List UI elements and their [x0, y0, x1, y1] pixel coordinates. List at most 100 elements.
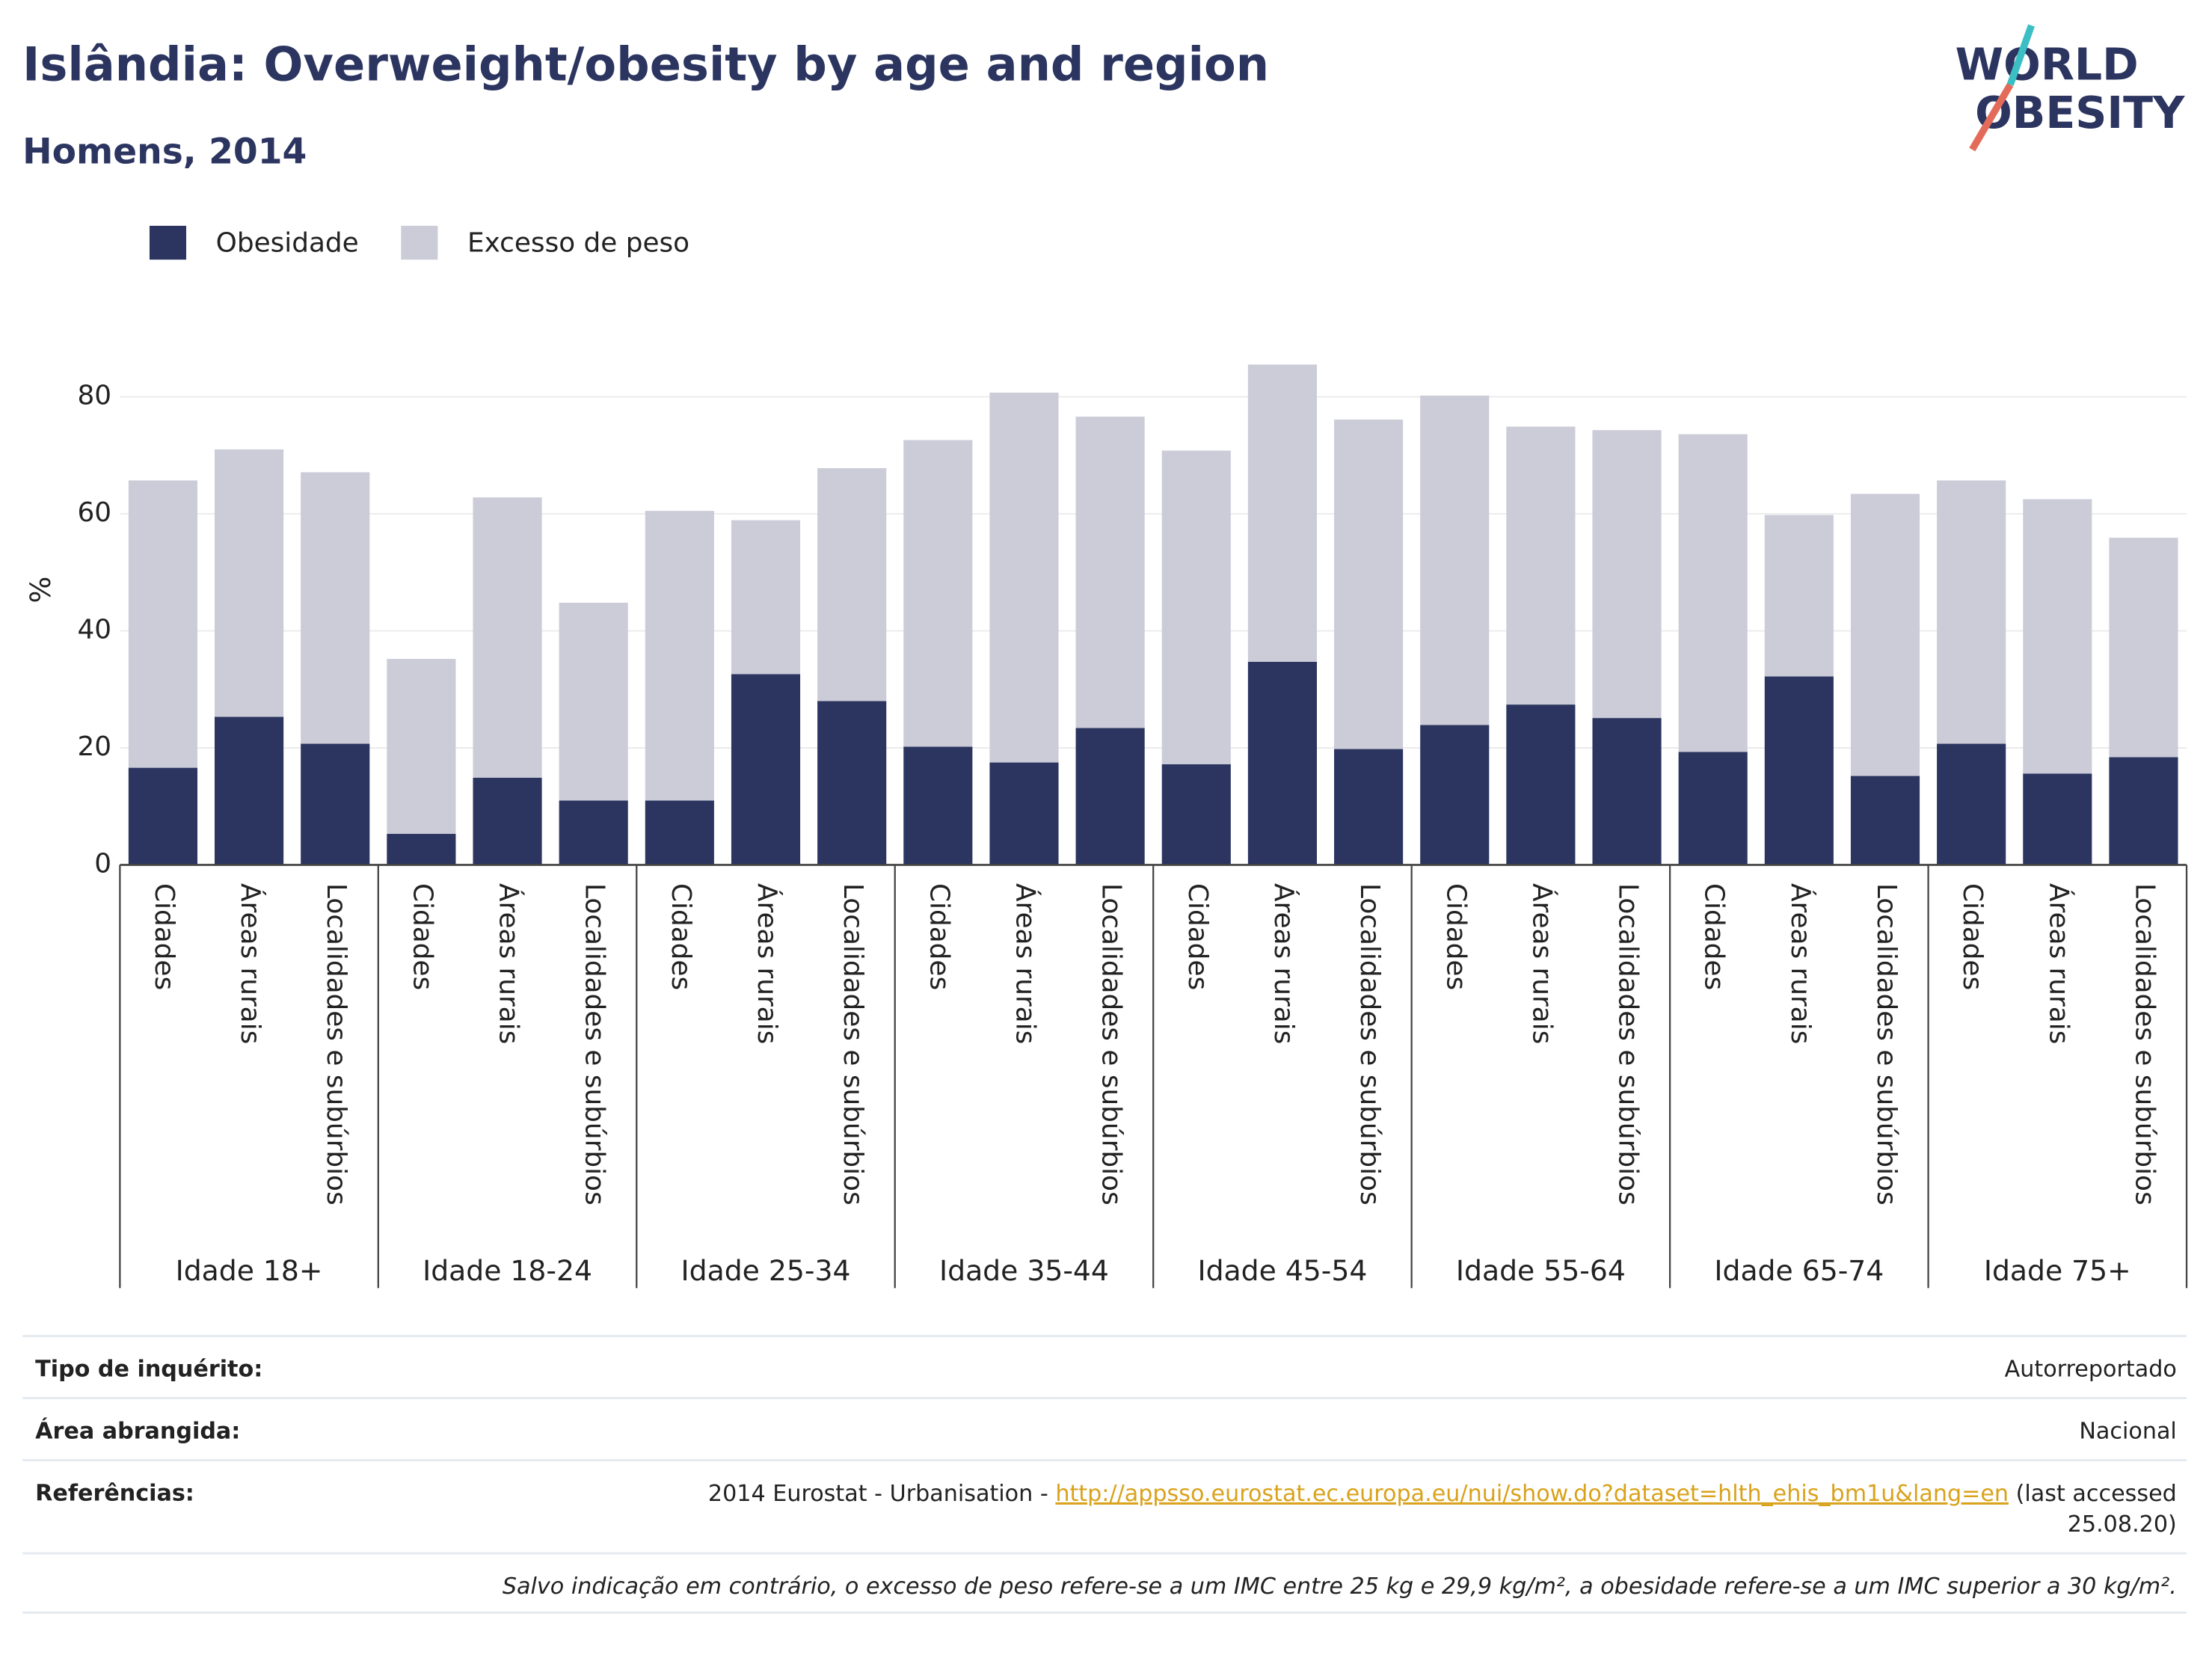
x-tick-label: Áreas rurais — [2043, 883, 2074, 1044]
legend-swatch — [149, 225, 187, 260]
x-tick-label: Cidades — [666, 883, 696, 990]
bar-segment — [1506, 426, 1576, 705]
bar-segment — [1334, 420, 1404, 749]
group-label: Idade 75+ — [1984, 1254, 2131, 1287]
x-tick-label: Áreas rurais — [1526, 883, 1558, 1044]
bar-segment — [301, 472, 370, 744]
bar-segment — [215, 716, 284, 865]
x-tick-label: Áreas rurais — [1785, 883, 1816, 1044]
bar-segment — [1937, 743, 2006, 865]
x-tick-label: Áreas rurais — [752, 883, 783, 1044]
bar-segment — [1420, 395, 1490, 725]
footer-label: Área abrangida: — [35, 1417, 240, 1444]
bar-segment — [387, 659, 456, 835]
bar-segment — [1678, 434, 1748, 752]
legend-label: Obesidade — [216, 227, 359, 258]
bar-segment — [473, 777, 542, 865]
bar-segment — [1161, 450, 1231, 764]
bar-segment — [731, 520, 801, 675]
bar-segment — [215, 449, 284, 717]
bar-segment — [128, 480, 197, 768]
chart-title: Islândia: Overweight/obesity by age and … — [22, 37, 1269, 92]
bar-segment — [989, 393, 1059, 763]
x-tick-label: Localidades e subúrbios — [1354, 883, 1385, 1206]
bar-segment — [301, 743, 370, 865]
x-tick-label: Áreas rurais — [1010, 883, 1041, 1044]
x-tick-label: Cidades — [924, 883, 954, 990]
x-tick-label: Cidades — [407, 883, 437, 990]
bar-segment — [1850, 494, 1920, 776]
y-tick-label: 0 — [94, 848, 111, 879]
x-tick-label: Localidades e subúrbios — [2129, 883, 2160, 1206]
bar-segment — [731, 674, 801, 865]
bar-segment — [1334, 749, 1404, 865]
bar-segment — [645, 511, 714, 801]
bar-segment — [1850, 776, 1920, 865]
bar-segment — [1592, 430, 1662, 719]
bar-segment — [645, 800, 714, 865]
bar-segment — [1937, 480, 2006, 744]
bar-segment — [1420, 725, 1490, 865]
x-tick-label: Localidades e subúrbios — [1871, 883, 1902, 1206]
x-tick-label: Localidades e subúrbios — [580, 883, 610, 1206]
bar-segment — [1075, 417, 1145, 728]
y-tick-label: 60 — [77, 497, 111, 528]
group-label: Idade 35-44 — [939, 1254, 1109, 1287]
bar-segment — [1764, 676, 1834, 865]
y-tick-label: 80 — [77, 381, 111, 411]
bar-segment — [989, 762, 1059, 865]
bar-segment — [817, 467, 887, 701]
x-tick-label: Localidades e subúrbios — [1613, 883, 1644, 1206]
bar-segment — [559, 602, 628, 801]
legend-label: Excesso de peso — [467, 227, 689, 258]
x-tick-label: Cidades — [1957, 883, 1988, 990]
y-tick-label: 40 — [77, 615, 111, 645]
footer-label: Referências: — [35, 1480, 194, 1506]
footer-label: Tipo de inquérito: — [35, 1356, 262, 1382]
x-tick-label: Cidades — [149, 883, 179, 990]
logo-slash — [1969, 82, 2014, 152]
bar-segment — [1247, 364, 1317, 662]
bar-segment — [2109, 538, 2178, 758]
bar-segment — [2023, 499, 2092, 774]
x-tick-label: Cidades — [1440, 883, 1471, 990]
bar-segment — [1678, 752, 1748, 865]
bar-segment — [2109, 757, 2178, 865]
reference-prefix: 2014 Eurostat - Urbanisation - — [708, 1480, 1055, 1506]
reference-text: 2014 Eurostat - Urbanisation - http://ap… — [708, 1480, 2177, 1506]
group-label: Idade 65-74 — [1714, 1254, 1884, 1287]
legend-swatch — [401, 225, 438, 260]
logo-text: WORLD — [1956, 40, 2139, 90]
logo-text: OBESITY — [1975, 87, 2185, 138]
reference-text: 25.08.20) — [2068, 1511, 2177, 1538]
footer-note: Salvo indicação em contrário, o excesso … — [503, 1573, 2177, 1600]
bar-segment — [903, 440, 973, 747]
group-label: Idade 18-24 — [423, 1254, 592, 1287]
group-label: Idade 18+ — [176, 1254, 323, 1287]
bar-segment — [1764, 515, 1834, 677]
bar-segment — [128, 767, 197, 865]
x-tick-label: Áreas rurais — [235, 883, 266, 1044]
x-tick-label: Localidades e subúrbios — [838, 883, 868, 1206]
bar-segment — [817, 701, 887, 865]
y-axis-label: % — [24, 577, 57, 604]
x-tick-label: Localidades e subúrbios — [1096, 883, 1127, 1206]
x-tick-label: Localidades e subúrbios — [321, 883, 351, 1206]
group-label: Idade 25-34 — [681, 1254, 851, 1287]
x-tick-label: Áreas rurais — [1268, 883, 1300, 1044]
x-tick-label: Cidades — [1182, 883, 1213, 990]
reference-link[interactable]: http://appsso.eurostat.ec.europa.eu/nui/… — [1055, 1480, 2009, 1506]
bar-segment — [473, 497, 542, 778]
bar-segment — [1247, 661, 1317, 865]
bar-segment — [1161, 764, 1231, 865]
y-tick-label: 20 — [77, 731, 111, 762]
logo-slash — [2006, 24, 2035, 86]
bar-segment — [1592, 718, 1662, 865]
bar-segment — [1075, 728, 1145, 865]
bar-segment — [387, 834, 456, 865]
chart-subtitle: Homens, 2014 — [22, 132, 307, 173]
bar-segment — [2023, 773, 2092, 865]
group-label: Idade 55-64 — [1456, 1254, 1626, 1287]
footer-value: Autorreportado — [2005, 1356, 2177, 1382]
group-label: Idade 45-54 — [1197, 1254, 1367, 1287]
